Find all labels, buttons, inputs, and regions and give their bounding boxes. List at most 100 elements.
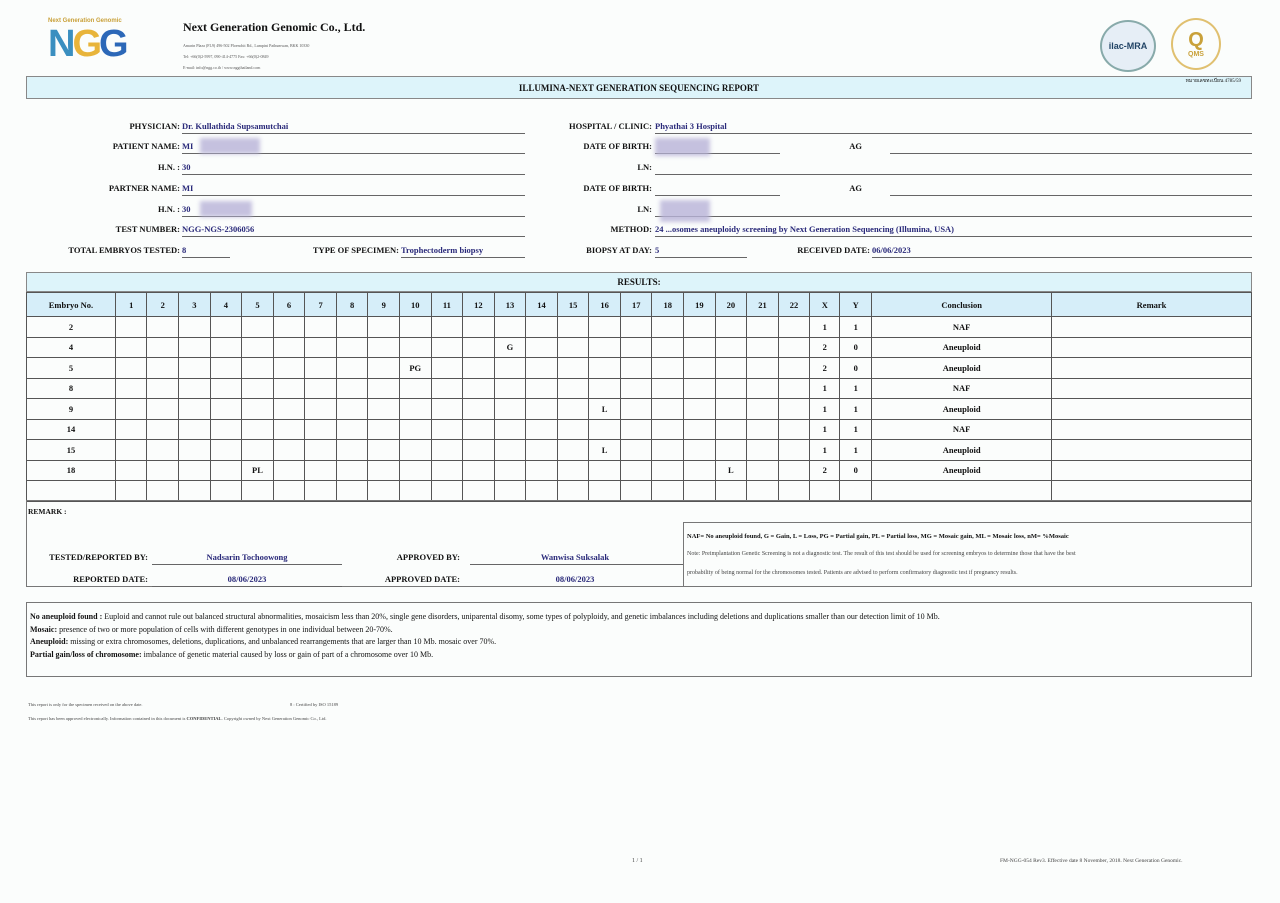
column-header: 18 [651,292,685,317]
chromosome-cell [493,418,527,440]
definition-term: Aneuploid: [30,637,69,646]
column-header: 12 [462,292,495,317]
table-row: 2 1 1 NAF [26,316,1252,338]
empty-cell [178,480,211,502]
chromosome-cell [651,459,685,481]
chromosome-cell [746,459,779,481]
chromosome-cell [272,336,306,358]
field-label: AG [849,183,862,193]
y-count: 1 [839,398,873,420]
field-label: PARTNER NAME: [108,183,180,193]
chromosome-cell [367,459,400,481]
empty-cell [619,480,653,502]
chromosome-cell [367,336,400,358]
empty-cell [839,480,873,502]
email-line: E-mail: info@ngg.co.th / www.nggthailand… [183,65,261,70]
chromosome-cell [241,377,274,399]
chromosome-cell [209,439,243,461]
chromosome-cell: L [588,439,621,461]
definition-term: Partial gain/loss of chromosome: [30,649,142,659]
table-row [26,480,1252,502]
chromosome-cell [178,336,211,358]
remark-cell [1051,459,1252,481]
empty-cell [809,480,841,502]
field-partner-hn: 30 [182,204,191,214]
empty-cell [871,480,1053,502]
chromosome-cell [398,336,432,358]
chromosome-cell [114,316,148,338]
definition-item: Partial gain/loss of chromosome: imbalan… [30,649,1248,662]
field-biopsy-day: 5 [655,245,660,255]
page-number: 1 / 1 [632,858,643,864]
definition-item: Mosaic: presence of two or more populati… [30,624,1248,637]
chromosome-cell [777,418,811,440]
remark-cell [1051,439,1252,461]
x-count: 1 [809,377,841,399]
ilac-mra-badge: ilac-MRA [1100,20,1156,72]
remark-cell [1051,357,1252,379]
chromosome-cell [556,398,590,420]
chromosome-cell [241,357,274,379]
chromosome-cell [777,377,811,399]
chromosome-cell [493,398,527,420]
chromosome-cell [588,316,621,338]
x-count: 1 [809,398,841,420]
reported-date: 08/06/2023 [227,574,267,584]
chromosome-cell [525,459,558,481]
chromosome-cell [619,398,653,420]
column-header: Conclusion [871,292,1053,317]
column-header: Embryo No. [26,292,116,317]
qms-badge: Q QMS [1171,18,1221,70]
definition-item: No aneuploid found : Euploid and cannot … [30,611,1248,624]
contact-line: Tel: +66(0)2-5997, 090-414-4775 Fax: +66… [183,54,269,59]
conclusion: Aneuploid [871,398,1053,420]
chromosome-cell [746,316,779,338]
chromosome-cell: G [493,336,527,358]
field-label: HOSPITAL / CLINIC: [569,121,652,131]
chromosome-cell [714,336,748,358]
chromosome-cell [335,418,369,440]
chromosome-cell [304,439,337,461]
conclusion: Aneuploid [871,357,1053,379]
chromosome-cell [651,336,685,358]
iso-certification: 8 : Certified by ISO 15189 [290,702,339,707]
chromosome-cell: PL [241,459,274,481]
chromosome-cell [304,336,337,358]
column-header: Y [839,292,873,317]
chromosome-cell [746,418,779,440]
chromosome-cell [430,377,464,399]
chromosome-cell [272,439,306,461]
column-header: 6 [272,292,306,317]
chromosome-cell [746,357,779,379]
definitions-box: No aneuploid found : Euploid and cannot … [26,602,1252,677]
chromosome-cell [462,418,495,440]
empty-cell [114,480,148,502]
table-row: 14 1 1 NAF [26,418,1252,440]
x-count: 1 [809,316,841,338]
chromosome-cell [525,357,558,379]
field-underline [655,195,780,196]
chromosome-cell [398,418,432,440]
field-label: RECEIVED DATE: [797,245,870,255]
chromosome-cell [619,357,653,379]
field-received: 06/06/2023 [872,245,911,255]
chromosome-cell [651,357,685,379]
chromosome-cell [430,398,464,420]
qms-badge-label: QMS [1188,51,1204,58]
chromosome-cell [304,357,337,379]
chromosome-cell [335,439,369,461]
empty-cell [209,480,243,502]
address-line: Amarin Plaza (FL9) 496-502 Ploenchit Rd.… [183,43,310,48]
chromosome-cell [304,459,337,481]
field-underline [182,174,525,175]
chromosome-cell [493,316,527,338]
chromosome-cell [146,439,180,461]
chromosome-cell [556,459,590,481]
definition-text: Euploid and cannot rule out balanced str… [102,612,940,621]
approved-date: 08/06/2023 [555,574,595,584]
chromosome-cell [304,398,337,420]
chromosome-cell [146,418,180,440]
definition-term: Mosaic: [30,624,58,634]
footer-note-2: This report has been approved electronic… [28,716,327,721]
column-header: 17 [619,292,653,317]
